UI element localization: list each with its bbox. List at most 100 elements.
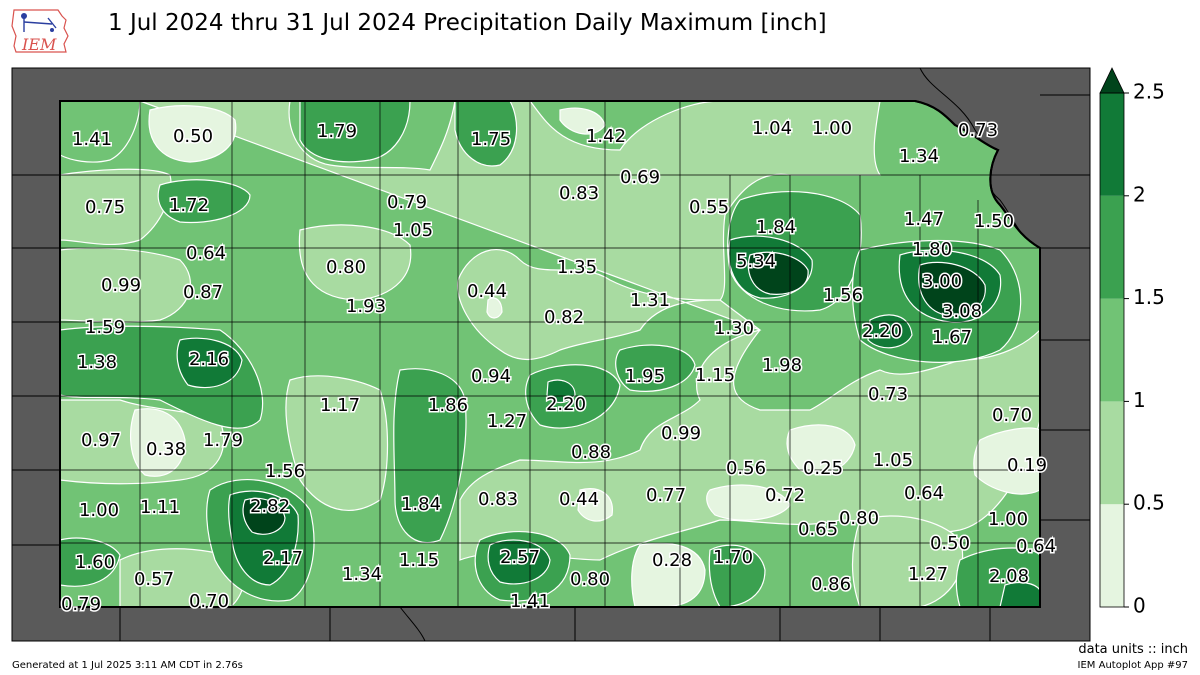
value-label: 0.56 <box>726 458 766 479</box>
value-label: 1.34 <box>899 146 939 167</box>
value-label: 0.64 <box>1016 536 1056 557</box>
county-lines <box>60 101 1040 607</box>
value-label: 1.80 <box>912 239 952 260</box>
value-label: 1.79 <box>203 430 243 451</box>
colorbar-bin <box>1100 93 1124 196</box>
value-label: 3.00 <box>922 271 962 292</box>
colorbar-extend-arrow <box>1099 67 1125 94</box>
value-label: 2.17 <box>263 548 303 569</box>
value-label: 1.00 <box>988 509 1028 530</box>
value-label: 1.41 <box>72 129 112 150</box>
value-label: 5.34 <box>736 251 776 272</box>
colorbar-bin <box>1100 401 1124 505</box>
value-label: 1.11 <box>140 497 180 518</box>
value-label: 0.64 <box>186 243 226 264</box>
value-label: 0.86 <box>811 574 851 595</box>
value-label: 0.88 <box>571 442 611 463</box>
value-label: 0.73 <box>958 120 998 141</box>
value-label: 1.95 <box>625 366 665 387</box>
value-label: 1.70 <box>713 547 753 568</box>
state-border <box>59 100 1041 608</box>
value-label: 1.35 <box>557 257 597 278</box>
map-title: 1 Jul 2024 thru 31 Jul 2024 Precipitatio… <box>108 10 827 36</box>
value-label: 0.99 <box>661 423 701 444</box>
value-label: 0.87 <box>183 282 223 303</box>
value-label: 3.08 <box>942 301 982 322</box>
value-label: 2.57 <box>500 547 540 568</box>
colorbar-bin <box>1100 504 1124 607</box>
colorbar-tick-label: 0.5 <box>1133 491 1165 515</box>
colorbar-frame <box>1099 92 1125 608</box>
value-label: 1.59 <box>85 317 125 338</box>
value-label: 0.83 <box>559 183 599 204</box>
value-label: 1.56 <box>265 461 305 482</box>
value-label: 1.30 <box>714 318 754 339</box>
value-label: 0.25 <box>803 458 843 479</box>
value-label: 1.98 <box>762 355 802 376</box>
value-label: 0.69 <box>620 167 660 188</box>
colorbar-tick-label: 1.5 <box>1133 285 1165 309</box>
value-labels: 1.41 0.50 1.79 1.75 1.42 1.04 1.00 0.73 1.34 0.75… <box>59 117 1057 617</box>
value-label: 0.72 <box>765 485 805 506</box>
value-label: 0.77 <box>646 485 686 506</box>
value-label: 0.80 <box>839 508 879 529</box>
logo-text: IEM <box>21 35 57 54</box>
value-label: 0.50 <box>930 533 970 554</box>
colorbar-bin <box>1100 298 1124 402</box>
value-label: 0.94 <box>471 366 511 387</box>
value-label: 0.38 <box>146 439 186 460</box>
app-label: IEM Autoplot App #97 <box>1077 660 1188 671</box>
value-label: 0.80 <box>326 257 366 278</box>
value-label: 2.20 <box>862 321 902 342</box>
value-label: 2.08 <box>989 566 1029 587</box>
value-label: 1.84 <box>401 494 441 515</box>
value-label: 2.16 <box>189 349 229 370</box>
value-label: 0.82 <box>544 307 584 328</box>
value-label: 0.28 <box>652 550 692 571</box>
value-label: 0.55 <box>689 197 729 218</box>
value-label: 1.79 <box>317 121 357 142</box>
value-label: 0.99 <box>101 275 141 296</box>
value-label: 1.04 <box>752 118 792 139</box>
value-label: 0.57 <box>134 569 174 590</box>
value-label: 1.27 <box>908 564 948 585</box>
value-label: 1.84 <box>756 217 796 238</box>
value-label: 0.79 <box>387 192 427 213</box>
value-label: 1.86 <box>428 395 468 416</box>
value-label: 1.50 <box>974 211 1014 232</box>
colorbar-bin <box>1100 195 1124 299</box>
map-frame <box>11 67 1091 642</box>
value-label: 1.56 <box>823 285 863 306</box>
value-label: 0.97 <box>81 430 121 451</box>
value-label: 1.15 <box>695 365 735 386</box>
value-label: 2.82 <box>250 496 290 517</box>
value-label: 1.15 <box>399 550 439 571</box>
colorbar: 0 0.5 1 1.5 2 2.5 <box>1099 67 1165 618</box>
value-label: 1.00 <box>79 500 119 521</box>
iem-logo: IEM <box>11 9 69 54</box>
value-label: 1.05 <box>873 450 913 471</box>
value-label: 0.75 <box>85 197 125 218</box>
value-label: 0.70 <box>992 405 1032 426</box>
value-label: 1.05 <box>393 220 433 241</box>
value-label: 0.50 <box>173 126 213 147</box>
value-label: 0.79 <box>61 594 101 615</box>
value-label: 0.80 <box>570 569 610 590</box>
generated-timestamp: Generated at 1 Jul 2025 3:11 AM CDT in 2… <box>12 660 243 671</box>
value-label: 0.44 <box>559 489 599 510</box>
value-label: 0.44 <box>467 281 507 302</box>
value-label: 0.64 <box>904 483 944 504</box>
value-label: 0.83 <box>478 489 518 510</box>
value-label: 1.72 <box>169 195 209 216</box>
colorbar-tick-label: 2 <box>1133 182 1146 206</box>
units-label: data units :: inch <box>1078 642 1188 657</box>
value-label: 2.20 <box>546 394 586 415</box>
value-label: 1.41 <box>510 591 550 612</box>
value-label: 0.73 <box>868 384 908 405</box>
value-label: 0.70 <box>189 591 229 612</box>
value-label: 1.34 <box>342 564 382 585</box>
value-label: 1.75 <box>471 129 511 150</box>
value-label: 1.17 <box>320 395 360 416</box>
value-label: 1.31 <box>630 290 670 311</box>
